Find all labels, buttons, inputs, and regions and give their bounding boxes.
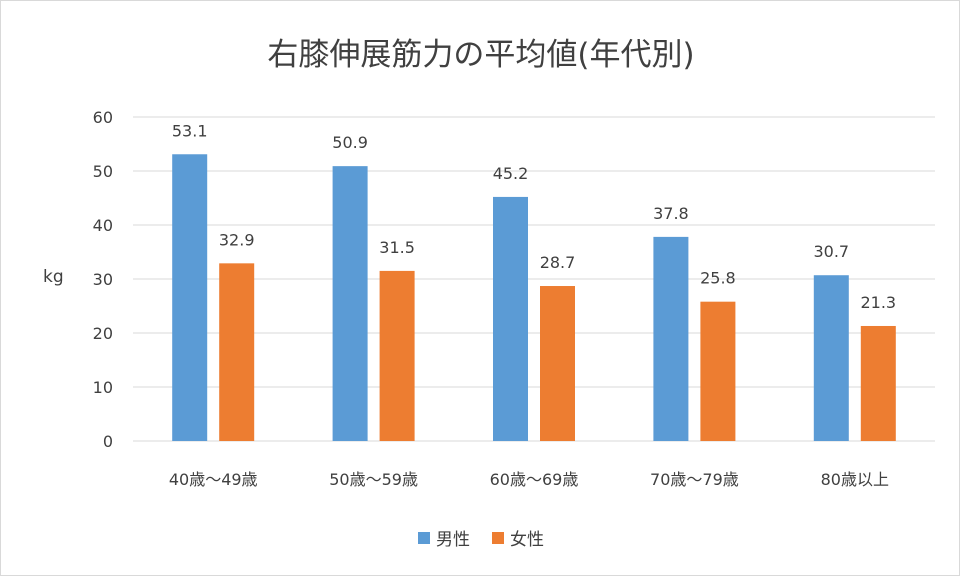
data-label: 45.2 — [493, 164, 529, 183]
bar-male — [172, 154, 208, 441]
legend-swatch — [418, 531, 430, 544]
x-category-label: 60歳～69歳 — [490, 470, 579, 489]
chart-title: 右膝伸展筋力の平均値(年代別) — [267, 37, 695, 73]
data-label: 21.3 — [860, 293, 896, 312]
data-label: 30.7 — [813, 242, 849, 261]
legend-label: 女性 — [510, 530, 544, 550]
bar-female — [540, 286, 575, 441]
bar-female — [860, 325, 896, 441]
x-category-label: 80歳以上 — [821, 470, 889, 489]
bar-female — [379, 270, 415, 441]
data-label: 31.5 — [379, 238, 415, 257]
bar-male — [813, 275, 849, 441]
bar-female — [700, 301, 736, 441]
x-category-label: 70歳～79歳 — [650, 470, 739, 489]
y-tick-label: 60 — [93, 108, 113, 127]
y-axis-label: kg — [43, 267, 64, 287]
data-label: 25.8 — [700, 269, 736, 288]
legend-item: 女性 — [492, 525, 544, 550]
data-label: 32.9 — [219, 230, 255, 249]
legend-item: 男性 — [418, 525, 470, 550]
bar-female — [219, 263, 255, 441]
legend-swatch — [492, 531, 504, 544]
legend-label: 男性 — [436, 530, 470, 550]
data-label: 28.7 — [540, 253, 576, 272]
bar-male — [332, 166, 368, 441]
y-tick-label: 50 — [93, 162, 113, 181]
y-tick-label: 20 — [93, 324, 113, 343]
data-label: 50.9 — [332, 133, 368, 152]
legend: 男性 女性 — [1, 525, 960, 550]
x-category-label: 40歳～49歳 — [169, 470, 258, 489]
bar-male — [493, 196, 528, 441]
data-label: 53.1 — [172, 121, 208, 140]
y-tick-label: 30 — [93, 270, 113, 289]
y-tick-label: 10 — [93, 378, 113, 397]
x-category-label: 50歳～59歳 — [329, 470, 418, 489]
bar-male — [653, 236, 689, 441]
y-tick-label: 0 — [103, 432, 113, 451]
data-label: 37.8 — [653, 204, 689, 223]
y-tick-label: 40 — [93, 216, 113, 235]
